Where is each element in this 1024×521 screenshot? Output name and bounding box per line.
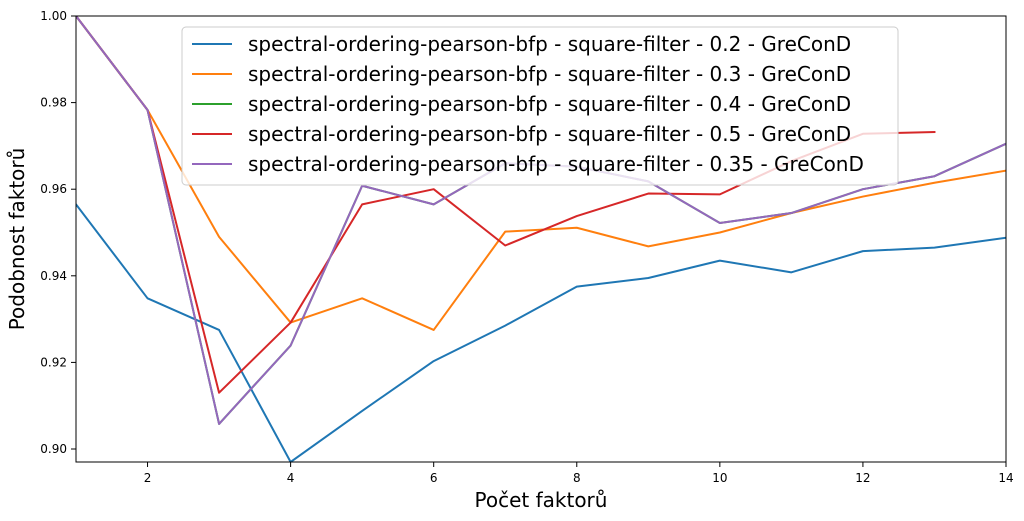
x-tick-label: 4 bbox=[287, 471, 295, 485]
y-tick-label: 0.94 bbox=[40, 269, 67, 283]
legend-label-1: spectral-ordering-pearson-bfp - square-f… bbox=[248, 32, 851, 56]
legend-label-3: spectral-ordering-pearson-bfp - square-f… bbox=[248, 92, 851, 116]
y-tick-label: 0.96 bbox=[40, 182, 67, 196]
legend-label-4: spectral-ordering-pearson-bfp - square-f… bbox=[248, 122, 851, 146]
y-axis-ticks: 0.90 0.92 0.94 0.96 0.98 1.00 bbox=[40, 9, 76, 456]
y-tick-label: 1.00 bbox=[40, 9, 67, 23]
x-tick-label: 10 bbox=[712, 471, 727, 485]
x-tick-label: 14 bbox=[998, 471, 1013, 485]
x-tick-label: 8 bbox=[573, 471, 581, 485]
y-tick-label: 0.90 bbox=[40, 442, 67, 456]
y-tick-label: 0.98 bbox=[40, 96, 67, 110]
x-tick-label: 2 bbox=[144, 471, 152, 485]
series-line-1 bbox=[76, 202, 1006, 462]
y-tick-label: 0.92 bbox=[40, 355, 67, 369]
legend: spectral-ordering-pearson-bfp - square-f… bbox=[181, 26, 899, 186]
x-tick-label: 6 bbox=[430, 471, 438, 485]
y-axis-label: Podobnost faktorů bbox=[5, 148, 29, 331]
x-axis-ticks: 2 4 6 8 10 12 14 bbox=[144, 462, 1014, 485]
series-line-2 bbox=[76, 16, 1006, 331]
legend-label-2: spectral-ordering-pearson-bfp - square-f… bbox=[248, 62, 851, 86]
legend-label-5: spectral-ordering-pearson-bfp - square-f… bbox=[248, 152, 864, 176]
x-tick-label: 12 bbox=[855, 471, 870, 485]
x-axis-label: Počet faktorů bbox=[475, 488, 608, 512]
legend-box bbox=[181, 26, 899, 186]
plot-frame bbox=[75, 15, 1007, 463]
